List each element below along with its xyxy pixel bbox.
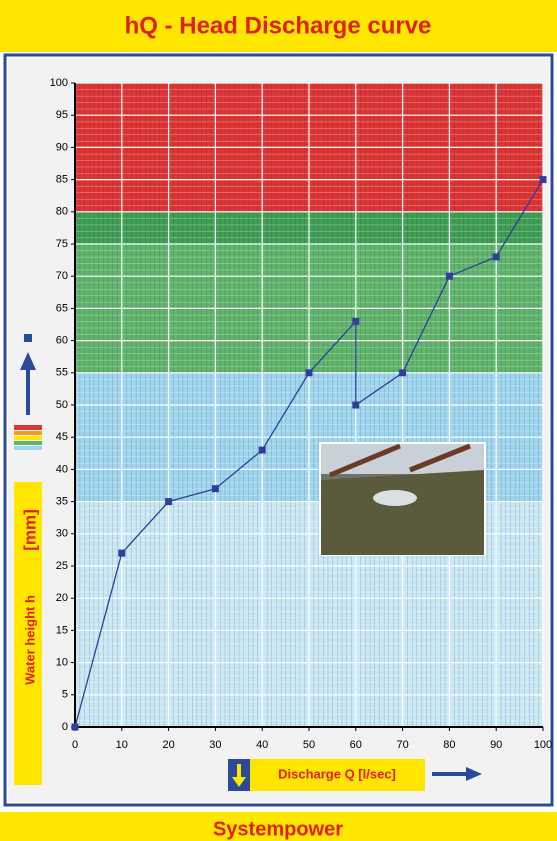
photo-water: [321, 470, 484, 555]
y-tick-label: 95: [56, 109, 68, 121]
point: [305, 369, 313, 377]
point: [492, 253, 500, 261]
y-tick-label: 10: [56, 657, 68, 669]
photo-beam: [329, 443, 401, 478]
x-tick-label: 30: [209, 739, 221, 751]
x-tick-label: 60: [350, 739, 362, 751]
point: [352, 401, 360, 409]
legend-stripe: [14, 441, 42, 445]
point: [399, 369, 407, 377]
x-tick-label: 10: [116, 739, 128, 751]
up-arrow-head: [20, 352, 36, 370]
legend-stripe: [14, 436, 42, 440]
point: [71, 723, 79, 731]
x-tick-label: 90: [490, 739, 502, 751]
legend-stripe: [14, 446, 42, 450]
y-tick-label: 40: [56, 463, 68, 475]
down-arrow-head: [232, 777, 246, 787]
y-axis-label: Water height h: [22, 595, 37, 685]
legend-stripe: [14, 425, 42, 430]
x-tick-label: 70: [396, 739, 408, 751]
x-tick-label: 80: [443, 739, 455, 751]
x-tick-label: 100: [534, 739, 552, 751]
y-axis-unit: [mm]: [20, 509, 39, 551]
y-tick-label: 25: [56, 560, 68, 572]
point: [258, 446, 266, 454]
header-band: [0, 0, 557, 52]
y-tick-label: 30: [56, 528, 68, 540]
x-tick-label: 20: [162, 739, 174, 751]
series-line: [74, 179, 544, 728]
y-tick-label: 20: [56, 592, 68, 604]
y-tick-label: 45: [56, 431, 68, 443]
y-tick-label: 60: [56, 335, 68, 347]
footer-band: [0, 812, 557, 841]
point: [211, 485, 219, 493]
y-tick-label: 50: [56, 399, 68, 411]
ylabel-band: [14, 482, 42, 785]
legend-stripe: [14, 431, 42, 435]
x-axis-label: Discharge Q [l/sec]: [278, 766, 396, 781]
point: [539, 176, 547, 184]
right-arrow-head: [466, 767, 482, 781]
y-tick-label: 0: [62, 721, 68, 733]
photo: [319, 442, 486, 556]
plot-area: 0 5 10 15 20 25 30 35 40 45 50 55 60 65 70 75 80 85 90 95 10…: [50, 77, 553, 751]
y-tick-label: 80: [56, 206, 68, 218]
y-tick-label: 70: [56, 270, 68, 282]
y-tick-label: 15: [56, 624, 68, 636]
x-tick-label: 0: [72, 739, 78, 751]
y-tick-label: 85: [56, 174, 68, 186]
x-tick-label: 40: [256, 739, 268, 751]
y-tick-label: 75: [56, 238, 68, 250]
photo-fountain: [373, 490, 417, 506]
y-tick-label: 65: [56, 302, 68, 314]
point: [118, 549, 126, 557]
xlabel-band: [250, 759, 425, 791]
point: [445, 272, 453, 280]
y-tick-label: 100: [50, 77, 68, 89]
point: [165, 498, 173, 506]
marker-icon: [24, 334, 32, 342]
photo-beam: [409, 443, 471, 473]
y-tick-label: 90: [56, 141, 68, 153]
point: [352, 317, 360, 325]
x-tick-label: 50: [303, 739, 315, 751]
y-tick-label: 35: [56, 496, 68, 508]
y-tick-label: 55: [56, 367, 68, 379]
footer: Systempower: [213, 818, 343, 840]
y-tick-label: 5: [62, 689, 68, 701]
title: hQ - Head Discharge curve: [125, 12, 432, 39]
